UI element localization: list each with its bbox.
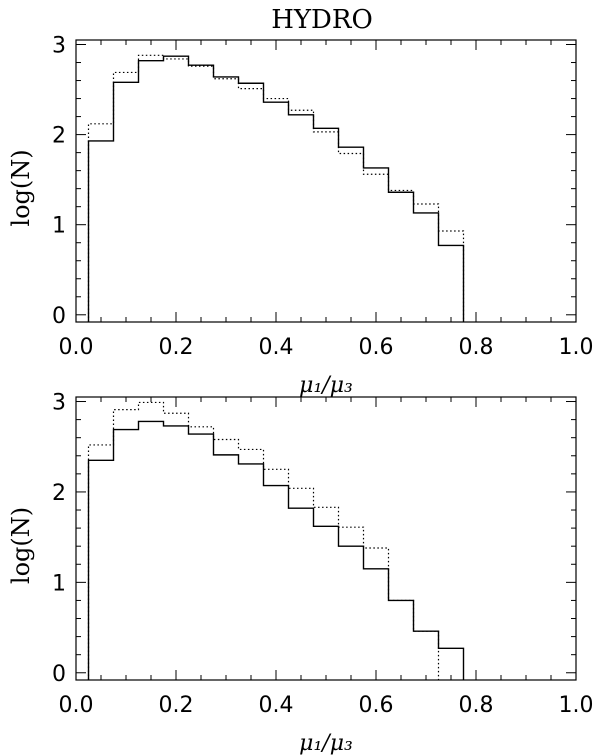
x-axis-label: μ₁/μ₃	[299, 731, 353, 755]
x-tick-label: 0.2	[159, 693, 194, 718]
x-tick-label: 0.4	[259, 693, 294, 718]
dotted-histogram-series	[87, 401, 440, 680]
y-axis-label: log(N)	[7, 507, 35, 584]
x-tick-label: 0.0	[59, 335, 94, 360]
plot-frame	[75, 396, 577, 681]
solid-histogram-series	[87, 55, 465, 322]
y-tick-label: 2	[52, 481, 66, 506]
y-tick-label: 0	[52, 662, 66, 687]
y-tick-label: 3	[52, 391, 66, 416]
y-tick-label: 0	[52, 304, 66, 329]
y-tick-label: 2	[52, 124, 66, 149]
x-tick-label: 0.6	[359, 335, 394, 360]
x-axis-label: μ₁/μ₃	[299, 373, 353, 398]
solid-histogram-series	[87, 420, 465, 680]
x-tick-label: 0.8	[459, 693, 494, 718]
x-tick-label: 0.6	[359, 693, 394, 718]
plot-frame	[75, 39, 577, 323]
figure-title: HYDRO	[271, 5, 373, 35]
x-tick-label: 1.0	[559, 335, 594, 360]
x-tick-label: 0.8	[459, 335, 494, 360]
x-tick-label: 0.4	[259, 335, 294, 360]
dotted-histogram-series	[87, 54, 465, 322]
y-tick-label: 1	[52, 571, 66, 596]
x-tick-label: 0.2	[159, 335, 194, 360]
bottom-panel: 0.0 0.2 0.4 0.6 0.8 1.0 0 1 2 3 log(N) μ₁/μ₃	[7, 391, 594, 755]
x-tick-label: 1.0	[559, 693, 594, 718]
y-tick-label: 1	[52, 214, 66, 239]
top-panel: 0.0 0.2 0.4 0.6 0.8 1.0 0 1 2 3 log(N) μ₁/μ₃	[7, 34, 594, 398]
x-tick-label: 0.0	[59, 693, 94, 718]
y-tick-label: 3	[52, 34, 66, 59]
y-axis-label: log(N)	[7, 149, 35, 226]
